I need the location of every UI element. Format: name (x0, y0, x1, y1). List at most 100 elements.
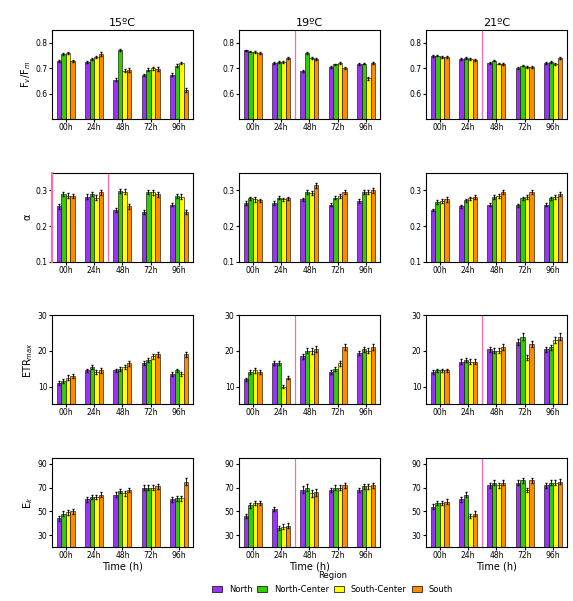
Bar (179, 197, 183, 297)
Bar (272, 63, 277, 246)
Bar (253, 52, 257, 246)
Bar (257, 372, 262, 422)
Bar (155, 486, 160, 571)
Bar (371, 63, 375, 246)
Bar (366, 78, 371, 246)
Bar (155, 194, 160, 297)
Bar (70, 376, 75, 422)
Bar (529, 67, 534, 246)
Bar (113, 80, 118, 246)
Bar (516, 342, 520, 422)
Bar (175, 370, 179, 422)
Bar (123, 367, 127, 422)
Bar (277, 528, 281, 571)
Bar (305, 192, 309, 297)
Bar (473, 197, 477, 297)
Bar (492, 197, 496, 297)
Bar (520, 198, 525, 297)
Bar (435, 202, 439, 297)
Bar (281, 386, 285, 422)
Bar (431, 507, 435, 571)
Bar (248, 505, 253, 571)
Bar (309, 351, 314, 422)
Bar (558, 194, 562, 297)
Bar (337, 63, 342, 246)
Bar (123, 192, 127, 297)
Bar (520, 480, 525, 571)
Bar (85, 62, 89, 246)
Bar (257, 201, 262, 297)
Bar (464, 360, 468, 422)
Bar (501, 347, 505, 422)
Bar (431, 372, 435, 422)
Bar (468, 198, 473, 297)
Bar (57, 519, 61, 571)
Y-axis label: α: α (22, 214, 33, 221)
Bar (99, 54, 103, 246)
Bar (371, 191, 375, 297)
Bar (118, 491, 123, 571)
Bar (285, 198, 290, 297)
Bar (553, 197, 558, 297)
Bar (333, 64, 337, 246)
Bar (520, 337, 525, 422)
Bar (170, 75, 175, 246)
Bar (439, 370, 444, 422)
Bar (127, 364, 131, 422)
Bar (113, 210, 118, 297)
Bar (529, 480, 534, 571)
Bar (309, 58, 314, 246)
Bar (175, 498, 179, 571)
Bar (357, 353, 362, 422)
Bar (118, 191, 123, 297)
Bar (329, 67, 333, 246)
Bar (544, 205, 548, 297)
Bar (257, 503, 262, 571)
Bar (244, 203, 248, 297)
Bar (439, 56, 444, 246)
Bar (300, 200, 305, 297)
Bar (257, 53, 262, 246)
Bar (151, 487, 155, 571)
Bar (170, 374, 175, 422)
Bar (305, 487, 309, 571)
Bar (366, 351, 371, 422)
Bar (558, 337, 562, 422)
Bar (525, 197, 529, 297)
Y-axis label: F$_v$/F$_m$: F$_v$/F$_m$ (19, 61, 33, 88)
Bar (70, 511, 75, 571)
Bar (253, 503, 257, 571)
Bar (501, 192, 505, 297)
Bar (314, 185, 319, 297)
Bar (431, 56, 435, 246)
Bar (305, 53, 309, 246)
Bar (277, 198, 281, 297)
Bar (309, 493, 314, 571)
Bar (281, 62, 285, 246)
Bar (314, 59, 319, 246)
Bar (525, 358, 529, 422)
Bar (342, 485, 347, 571)
Bar (99, 370, 103, 422)
Bar (337, 364, 342, 422)
Bar (123, 71, 127, 246)
Bar (439, 201, 444, 297)
Title: 21ºC: 21ºC (483, 18, 510, 28)
Bar (155, 355, 160, 422)
Bar (366, 192, 371, 297)
Bar (123, 493, 127, 571)
Bar (529, 192, 534, 297)
Bar (516, 206, 520, 297)
Bar (248, 198, 253, 297)
Bar (501, 483, 505, 571)
Bar (300, 490, 305, 571)
Bar (183, 481, 188, 571)
Bar (371, 347, 375, 422)
Bar (501, 64, 505, 246)
Bar (305, 351, 309, 422)
Bar (272, 203, 277, 297)
Bar (99, 192, 103, 297)
Bar (366, 486, 371, 571)
Bar (170, 499, 175, 571)
Bar (314, 492, 319, 571)
